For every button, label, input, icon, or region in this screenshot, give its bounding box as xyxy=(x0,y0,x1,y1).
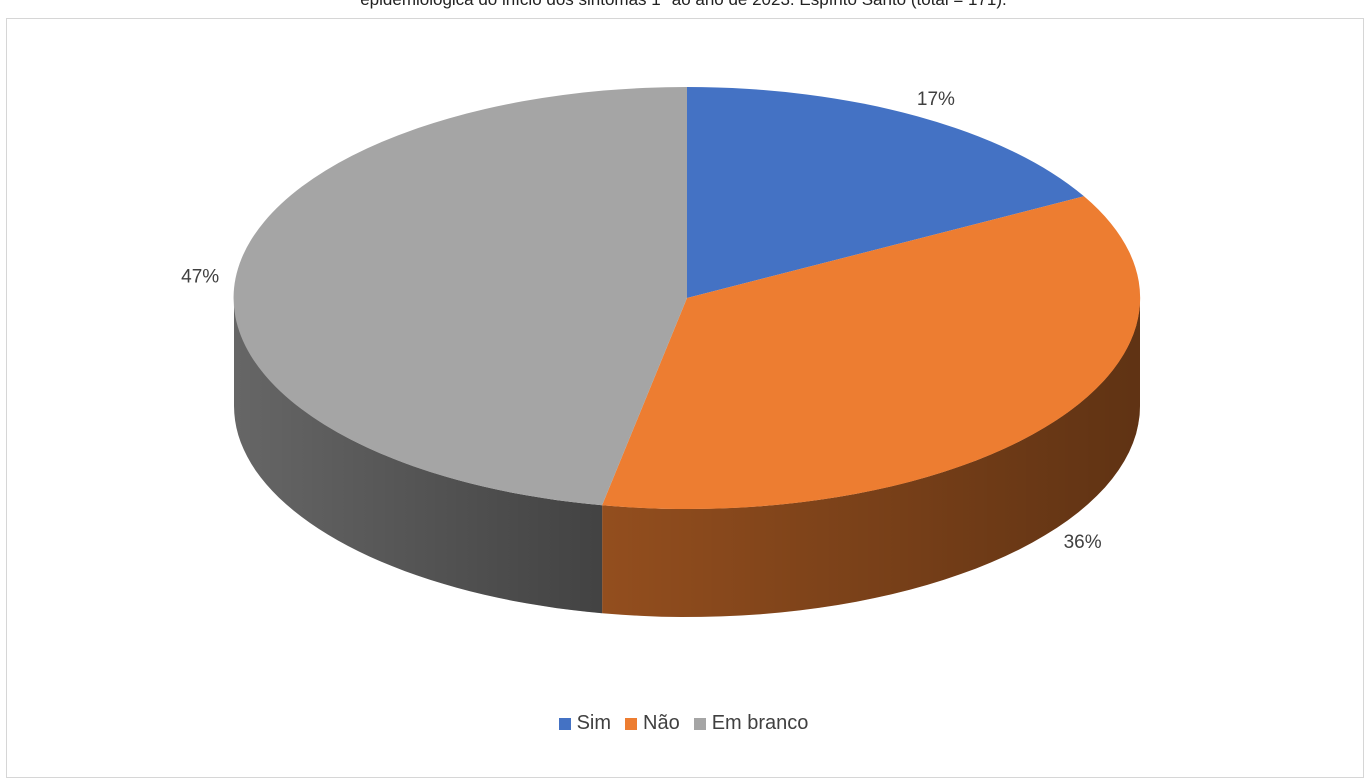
legend-item-nao: Não xyxy=(625,712,680,735)
legend-item-em-branco: Em branco xyxy=(693,712,809,735)
pie-chart: 17% 36% 47% xyxy=(181,86,1141,617)
legend-label-em-branco: Em branco xyxy=(711,712,809,734)
legend-item-sim: Sim xyxy=(558,712,612,735)
chart-caption: epidemiológica do início dos sintomas 1ª… xyxy=(0,0,1367,10)
data-label-em-branco: 47% xyxy=(181,266,219,287)
data-label-sim: 17% xyxy=(917,89,955,110)
pie-side-shade-em-branco xyxy=(234,298,603,614)
legend-swatch-em-branco xyxy=(693,717,706,730)
legend-label-sim: Sim xyxy=(576,712,612,734)
pie-slice-nao xyxy=(602,196,1141,510)
pie-sides xyxy=(234,298,1140,617)
pie-tops xyxy=(233,86,1141,510)
pie-side-shade-nao xyxy=(602,298,1140,617)
data-label-nao: 36% xyxy=(1064,532,1102,553)
pie-slice-sim xyxy=(687,86,1084,298)
pie-slice-em-branco xyxy=(233,86,688,506)
legend-swatch-sim xyxy=(558,717,571,730)
legend-swatch-nao xyxy=(625,717,638,730)
pie-labels: 17% 36% 47% xyxy=(181,89,1102,553)
legend: Sim Não Em branco xyxy=(0,712,1367,735)
legend-label-nao: Não xyxy=(643,712,680,734)
